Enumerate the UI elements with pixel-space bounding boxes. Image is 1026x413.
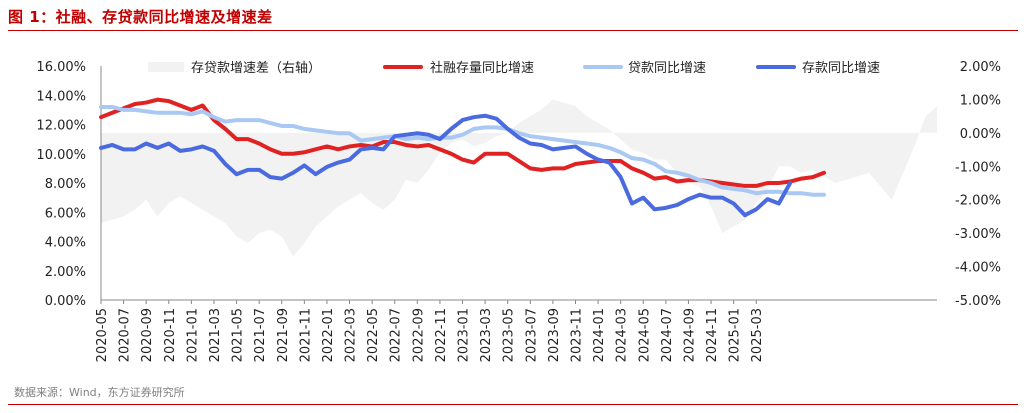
figure-title: 图 1：社融、存贷款同比增速及增速差 <box>8 8 273 26</box>
y-right-tick-label: 2.00% <box>960 60 1001 75</box>
x-tick-label: 2022-01 <box>321 308 336 362</box>
legend-swatch-area-gray <box>148 62 184 72</box>
x-tick-label: 2025-01 <box>728 308 743 362</box>
y-left-tick-label: 2.00% <box>45 265 86 280</box>
x-tick-label: 2024-01 <box>592 308 607 362</box>
legend: 存贷款增速差（右轴） 社融存量同比增速 贷款同比增速 存款同比增速 <box>148 60 880 76</box>
x-tick-label: 2021-11 <box>298 308 313 362</box>
x-tick-label: 2021-09 <box>276 308 291 362</box>
x-tick-label: 2022-09 <box>411 308 426 362</box>
y-right-tick-label: -2.00% <box>955 194 1001 209</box>
x-tick-label: 2021-01 <box>185 308 200 362</box>
x-tick-label: 2024-03 <box>615 308 630 362</box>
x-tick-label: 2022-03 <box>344 308 359 362</box>
area-layer <box>101 99 937 257</box>
x-tick-label: 2020-07 <box>118 308 133 362</box>
x-tick-label: 2025-03 <box>750 308 765 362</box>
bottom-divider <box>8 404 1018 405</box>
x-tick-label: 2022-07 <box>389 308 404 362</box>
x-tick-label: 2024-09 <box>682 308 697 362</box>
y-left-tick-label: 0.00% <box>45 294 86 309</box>
x-tick-label: 2020-11 <box>163 308 178 362</box>
x-tick-label: 2021-07 <box>253 308 268 362</box>
y-left-tick-label: 4.00% <box>45 236 86 251</box>
y-left-tick-label: 8.00% <box>45 177 86 192</box>
y-left-tick-label: 10.00% <box>36 148 86 163</box>
series-line-loans <box>99 104 827 197</box>
y-left-tick-label: 6.00% <box>45 206 86 221</box>
x-tick-label: 2023-09 <box>547 308 562 362</box>
y-right-tick-label: 0.00% <box>960 127 1001 142</box>
y-right-tick-label: -4.00% <box>955 261 1001 276</box>
y-left-tick-label: 14.00% <box>36 89 86 104</box>
legend-label-deposits: 存款同比增速 <box>802 61 880 76</box>
x-tick-label: 2021-05 <box>231 308 246 362</box>
x-tick-label: 2024-07 <box>660 308 675 362</box>
x-tick-label: 2021-03 <box>208 308 223 362</box>
x-tick-label: 2022-05 <box>366 308 381 362</box>
title-divider <box>8 30 1018 31</box>
x-tick-label: 2024-11 <box>705 308 720 362</box>
x-tick-label: 2023-11 <box>569 308 584 362</box>
y-right-tick-label: -3.00% <box>955 227 1001 242</box>
legend-label-area-gray: 存贷款增速差（右轴） <box>191 61 321 76</box>
x-tick-label: 2020-09 <box>140 308 155 362</box>
y-left-tick-label: 16.00% <box>36 60 86 75</box>
x-tick-label: 2022-11 <box>434 308 449 362</box>
y-right-tick-label: -1.00% <box>955 160 1001 175</box>
legend-label-social-financing: 社融存量同比增速 <box>430 60 534 76</box>
x-tick-label: 2024-05 <box>637 308 652 362</box>
legend-label-loans: 贷款同比增速 <box>628 61 706 76</box>
y-left-tick-label: 12.00% <box>36 119 86 134</box>
x-tick-label: 2023-07 <box>524 308 539 362</box>
x-tick-label: 2023-05 <box>502 308 517 362</box>
lines-layer <box>99 97 827 218</box>
y-right-tick-label: -5.00% <box>955 294 1001 309</box>
source-note: 数据来源：Wind，东方证券研究所 <box>14 386 185 399</box>
x-tick-label: 2023-03 <box>479 308 494 362</box>
y-right-tick-label: 1.00% <box>960 93 1001 108</box>
spread-area <box>101 99 937 257</box>
axis-layer: 0.00% 2.00% 4.00% 6.00% 8.00% 10.00% 12.00% 14.… <box>36 60 1001 362</box>
x-tick-label: 2023-01 <box>457 308 472 362</box>
x-tick-label: 2020-05 <box>95 308 110 362</box>
series-line-deposits <box>99 113 793 218</box>
